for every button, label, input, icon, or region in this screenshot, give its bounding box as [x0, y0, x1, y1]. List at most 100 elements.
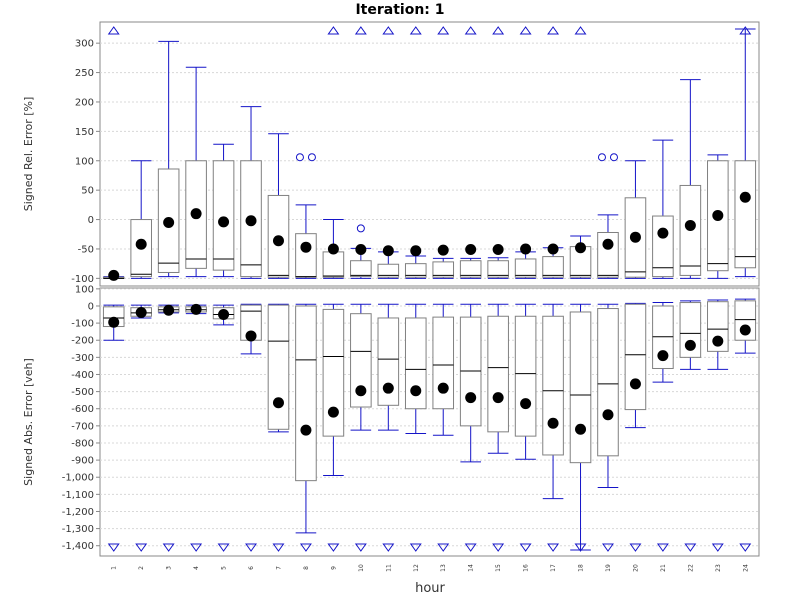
x-tick-label: 21	[660, 564, 667, 572]
abs-box-20	[624, 302, 647, 429]
abs-box-6	[240, 303, 262, 355]
x-tick-label: 8	[303, 566, 310, 570]
abs-error-panel: -1,400 -1,300 -1,200 -1,100 -1,000 -900 -800 -7…	[22, 284, 760, 557]
rel-ytick-label: 50	[81, 186, 94, 197]
rel-box-5	[212, 143, 235, 278]
rel-far-out-marker	[519, 26, 532, 35]
mean-marker	[382, 245, 394, 257]
mean-marker	[355, 385, 367, 397]
abs-box-14	[459, 303, 482, 463]
mean-marker	[163, 304, 175, 316]
mean-marker	[300, 241, 312, 253]
mean-marker	[437, 382, 449, 394]
abs-far-out-marker	[739, 543, 752, 552]
chart-title: Iteration: 1	[355, 2, 444, 18]
abs-far-out-marker	[327, 543, 340, 552]
box-iqr	[404, 263, 427, 278]
mean-marker	[355, 244, 367, 256]
rel-far-out-marker	[574, 26, 587, 35]
mean-marker	[272, 235, 284, 247]
rel-box-14	[459, 244, 482, 279]
rel-far-out-marker	[409, 26, 422, 35]
abs-ytick-label: -300	[71, 353, 94, 364]
box-iqr	[350, 260, 372, 278]
abs-ytick-label: -900	[71, 456, 94, 467]
rel-far-out-marker	[547, 26, 560, 35]
rel-box-18	[569, 235, 592, 279]
abs-box-19	[597, 303, 619, 489]
abs-box-8	[295, 303, 317, 534]
mean-marker	[575, 423, 587, 435]
rel-y-axis-label: Signed Rel. Error [%]	[22, 97, 35, 212]
abs-box-22	[679, 300, 702, 370]
abs-ytick-label: -100	[71, 319, 94, 330]
box-iqr	[514, 258, 537, 278]
mean-marker	[492, 244, 504, 256]
mean-marker	[602, 238, 614, 250]
mean-marker	[410, 385, 422, 397]
abs-far-out-marker	[519, 543, 532, 552]
mean-marker	[629, 231, 641, 243]
mean-marker	[712, 209, 724, 221]
box-iqr	[377, 317, 400, 406]
abs-far-out-marker	[464, 543, 477, 552]
rel-far-out-marker	[107, 26, 120, 35]
rel-ytick-label: 300	[75, 39, 94, 50]
box-iqr	[432, 261, 455, 278]
abs-box-11	[377, 303, 400, 431]
mean-marker	[437, 244, 449, 256]
abs-ytick-label: -1,400	[62, 541, 94, 552]
box-iqr	[267, 304, 290, 430]
x-tick-label: 20	[632, 564, 639, 572]
abs-ytick-label: -700	[71, 421, 94, 432]
rel-plot-area	[99, 21, 760, 287]
abs-box-21	[652, 302, 674, 383]
mean-marker	[712, 335, 724, 347]
mean-marker	[190, 303, 202, 315]
x-tick-label: 4	[193, 566, 200, 570]
abs-box-15	[487, 303, 509, 454]
rel-far-out-marker	[739, 26, 752, 35]
rel-far-out-marker	[327, 26, 340, 35]
box-iqr	[295, 305, 317, 482]
box-iqr	[487, 315, 509, 433]
rel-ytick-label: -100	[71, 274, 94, 285]
box-iqr	[295, 233, 317, 278]
x-tick-label: 10	[358, 564, 365, 572]
rel-box-19	[597, 214, 619, 279]
rel-box-20	[624, 160, 647, 279]
rel-outlier	[356, 224, 365, 233]
x-tick-label: 6	[248, 566, 255, 570]
abs-box-9	[322, 303, 345, 477]
abs-box-5	[212, 304, 235, 326]
mean-marker	[684, 219, 696, 231]
rel-box-22	[679, 79, 702, 279]
mean-marker	[218, 309, 230, 321]
abs-far-out-marker	[547, 543, 560, 552]
abs-box-12	[404, 303, 427, 435]
mean-marker	[163, 216, 175, 228]
rel-box-1	[102, 269, 125, 281]
box-iqr	[569, 311, 592, 464]
rel-box-21	[652, 139, 674, 279]
rel-box-3	[157, 40, 180, 278]
x-tick-label: 7	[275, 566, 282, 570]
x-tick-label: 9	[330, 566, 337, 570]
mean-marker	[520, 398, 532, 410]
abs-ytick-label: 0	[88, 301, 94, 312]
box-iqr	[542, 256, 564, 278]
rel-box-15	[487, 244, 509, 279]
abs-ytick-label: -600	[71, 404, 94, 415]
box-iqr	[597, 308, 619, 457]
box-iqr	[212, 160, 235, 271]
x-tick-label: 1	[111, 566, 118, 570]
abs-far-out-marker	[217, 543, 230, 552]
x-tick-label: 3	[166, 566, 173, 570]
abs-ytick-label: -1,100	[62, 490, 94, 501]
box-iqr	[322, 308, 345, 437]
abs-box-10	[350, 303, 372, 431]
box-iqr	[350, 313, 372, 408]
rel-ytick-label: 150	[75, 127, 94, 138]
rel-box-17	[542, 243, 564, 279]
